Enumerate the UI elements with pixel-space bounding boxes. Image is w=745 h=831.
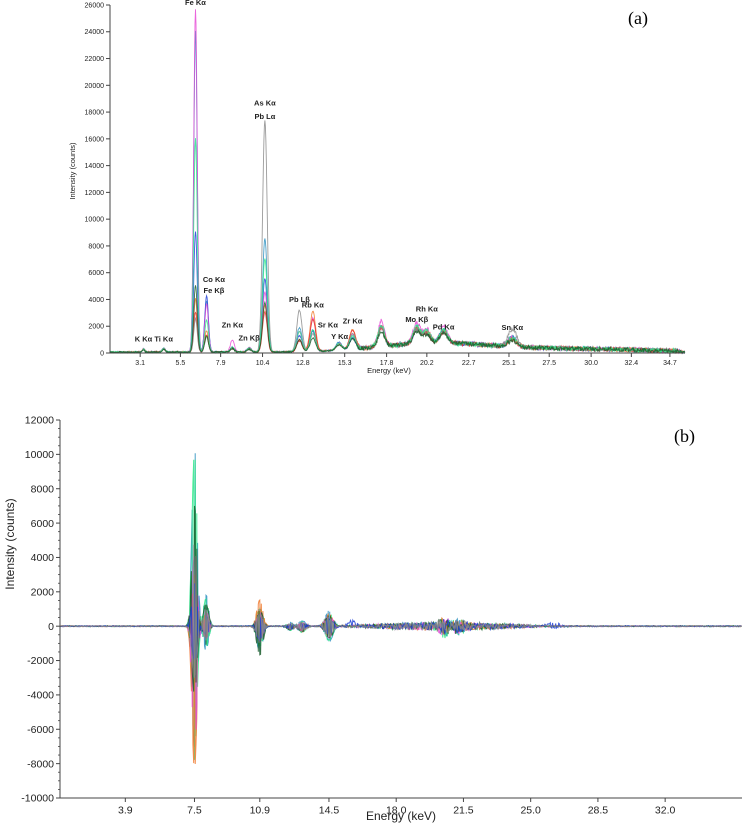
panel-a-peak-label: Rb Kα — [302, 300, 324, 309]
panel-b-x-tick-label: 21.5 — [453, 805, 474, 817]
panel-a-peak-label: Co Kα — [203, 275, 225, 284]
panel-b-y-tick-label: 10000 — [25, 449, 54, 461]
panel-a-x-tick-label: 34.7 — [663, 360, 677, 367]
panel-a-peak-label: Zn Kα — [222, 321, 244, 330]
panel-b-y-tick-label: -4000 — [27, 690, 54, 702]
panel-a-series-line — [109, 285, 686, 355]
panel-a-y-tick-label: 0 — [100, 350, 104, 357]
panel-b-x-tick-label: 7.5 — [187, 805, 202, 817]
panel-b-spectra — [59, 453, 742, 765]
panel-a-peak-label: Pb Lβ — [289, 295, 310, 304]
panel-a-peak-label: Y Kα — [331, 332, 348, 341]
panel-b: -10000 -8000 -6000 -4000 -2000 0 2000 4000 6000 8… — [3, 415, 742, 823]
panel-b-x-tick-label: 28.5 — [588, 805, 609, 817]
panel-a-y-tick-label: 18000 — [85, 110, 105, 117]
panel-a-peak-label: Zr Kα — [343, 317, 363, 326]
panel-b-y-tick-label: 12000 — [25, 415, 54, 427]
panel-b-y-tick-label: 6000 — [31, 518, 55, 530]
panel-a-x-tick-label: 32.4 — [625, 360, 639, 367]
panel-a-x-tick-label: 15.3 — [338, 360, 352, 367]
panel-a-x-tick-label: 27.5 — [542, 360, 556, 367]
panel-a-x-axis-label: Energy (keV) — [367, 366, 411, 375]
panel-a-peak-label: Pd Kα — [433, 323, 455, 332]
panel-a-peak-label: K Kα — [135, 335, 153, 344]
panel-b-axes: -10000 -8000 -6000 -4000 -2000 0 2000 4000 6000 8… — [21, 415, 742, 817]
panel-b-tag: (b) — [674, 426, 695, 447]
panel-b-y-tick-label: 8000 — [31, 483, 55, 495]
panel-a-peak-label: Sn Kα — [501, 323, 523, 332]
panel-b-x-tick-label: 14.5 — [319, 805, 340, 817]
panel-a-y-tick-label: 2000 — [88, 324, 104, 331]
panel-a-x-tick-label: 3.1 — [135, 360, 145, 367]
panel-a-y-tick-label: 8000 — [88, 243, 104, 250]
panel-a-y-tick-label: 4000 — [88, 297, 104, 304]
panel-a-y-tick-label: 26000 — [85, 2, 105, 9]
panel-b-x-tick-label: 3.9 — [118, 805, 133, 817]
panel-a-spectra — [109, 9, 686, 355]
panel-b-y-tick-label: -6000 — [27, 724, 54, 736]
panel-b-y-tick-label: -2000 — [27, 655, 54, 667]
panel-b-series-line — [59, 544, 742, 678]
panel-a-peak-label: Sr Kα — [318, 321, 338, 330]
panel-b-y-tick-label: 2000 — [31, 586, 55, 598]
panel-a-peak-label: As Kα — [254, 98, 276, 107]
panel-a-x-tick-label: 10.4 — [256, 360, 270, 367]
panel-a: 0 2000 4000 6000 8000 10000 12000 14000 16000 180… — [68, 0, 686, 375]
panel-a-peak-label: Ti Kα — [154, 335, 173, 344]
panel-a-peak-label: Pb Lα — [254, 112, 275, 121]
panel-a-peak-label: Mo Kβ — [405, 315, 428, 324]
panel-a-y-tick-label: 10000 — [85, 217, 105, 224]
panel-b-x-tick-label: 18.0 — [386, 805, 407, 817]
panel-a-peak-label: Rh Kα — [416, 305, 438, 314]
panel-a-y-tick-label: 24000 — [85, 29, 105, 36]
panel-a-peak-label: Fe Kβ — [204, 286, 225, 295]
panel-b-x-tick-label: 32.0 — [655, 805, 676, 817]
panel-a-x-tick-label: 17.8 — [380, 360, 394, 367]
panel-b-x-tick-label: 25.0 — [520, 805, 541, 817]
panel-b-x-axis-label: Energy (keV) — [366, 809, 436, 823]
panel-a-peak-label: Fe Kα — [185, 0, 206, 7]
panel-a-y-tick-label: 16000 — [85, 136, 105, 143]
panel-a-peak-label: Zn Kβ — [239, 333, 261, 342]
panel-b-y-tick-label: 4000 — [31, 552, 55, 564]
panel-a-x-tick-label: 12.8 — [296, 360, 310, 367]
panel-a-x-tick-label: 22.7 — [462, 360, 476, 367]
panel-b-y-tick-label: 0 — [48, 621, 54, 633]
panel-a-x-tick-label: 5.5 — [176, 360, 186, 367]
panel-b-y-tick-label: -8000 — [27, 758, 54, 770]
panel-a-axes: 0 2000 4000 6000 8000 10000 12000 14000 16000 180… — [85, 2, 685, 367]
panel-a-y-tick-label: 6000 — [88, 270, 104, 277]
panel-b-x-tick-label: 10.9 — [250, 805, 271, 817]
panel-a-y-tick-label: 22000 — [85, 56, 105, 63]
panel-a-y-tick-label: 20000 — [85, 83, 105, 90]
panel-a-x-tick-label: 25.1 — [502, 360, 516, 367]
panel-a-tag: (a) — [628, 8, 648, 29]
panel-a-y-tick-label: 12000 — [85, 190, 105, 197]
panel-a-y-tick-label: 14000 — [85, 163, 105, 170]
panel-a-x-tick-label: 30.0 — [584, 360, 598, 367]
panel-b-y-tick-label: -10000 — [21, 793, 54, 805]
panel-a-x-tick-label: 7.9 — [216, 360, 226, 367]
panel-a-x-tick-label: 20.2 — [420, 360, 434, 367]
panel-b-y-axis-label: Intensity (counts) — [3, 498, 17, 589]
panel-a-y-axis-label: Intensity (counts) — [68, 142, 77, 200]
